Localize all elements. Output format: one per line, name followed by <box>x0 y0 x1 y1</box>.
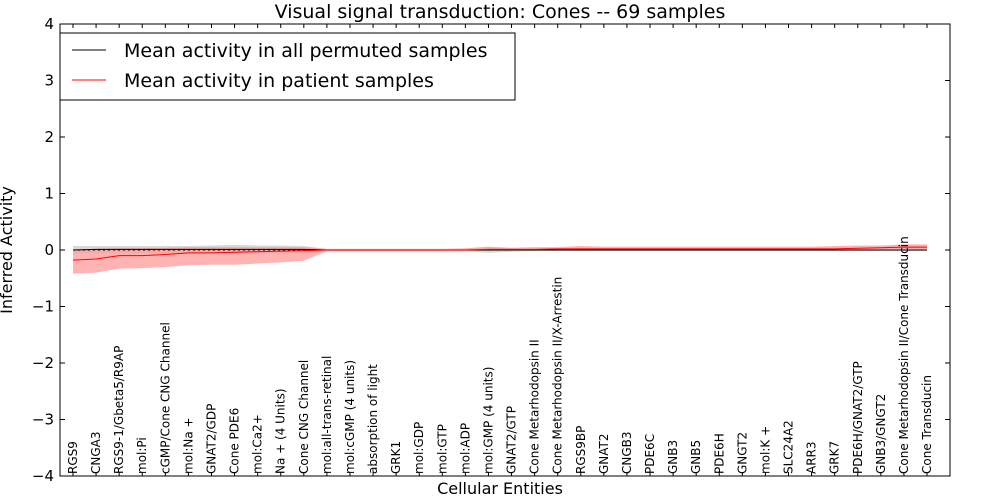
category-label: mol:ADP <box>458 423 472 474</box>
category-label: GNB5 <box>689 440 703 474</box>
category-label: mol:GDP <box>412 422 426 474</box>
category-label: mol:GMP (4 units) <box>481 367 495 474</box>
category-label: mol:GTP <box>435 424 449 474</box>
legend-label-permuted: Mean activity in all permuted samples <box>124 40 487 62</box>
category-label: Cone Metarhodopsin II/X-Arrestin <box>551 277 565 474</box>
category-label: mol:cGMP (4 units) <box>343 360 357 474</box>
category-label: GNB3 <box>666 440 680 474</box>
category-label: RGS9BP <box>574 426 588 474</box>
category-label: Cone Metarhodopsin II/Cone Transducin <box>897 236 911 474</box>
category-label: Cone Transducin <box>920 375 934 474</box>
y-tick-label: −1 <box>32 298 54 316</box>
y-tick-label: 2 <box>44 128 54 146</box>
band-series-1 <box>73 244 927 274</box>
category-label: mol:all-trans-retinal <box>320 356 334 474</box>
category-label: GNAT2/GTP <box>505 406 519 474</box>
category-label: GNAT2 <box>597 433 611 474</box>
line-series-0 <box>72 248 927 251</box>
plot-frame <box>59 23 951 477</box>
category-label: GRK1 <box>389 441 403 474</box>
y-tick-label: 0 <box>44 241 54 259</box>
category-label: Cone CNG Channel <box>297 360 311 474</box>
y-axis-ticks: −4 −3 −2 −1 0 1 2 3 4 <box>32 15 950 485</box>
category-label: ARR3 <box>805 441 819 474</box>
category-label: Cone PDE6 <box>228 408 242 474</box>
category-label: mol:K + <box>758 426 772 474</box>
legend: Mean activity in all permuted samples Me… <box>59 32 516 101</box>
y-tick-label: −4 <box>32 467 54 485</box>
legend-label-patient: Mean activity in patient samples <box>124 70 434 92</box>
category-label: GNGT2 <box>735 432 749 474</box>
category-label: absorption of light <box>366 364 380 474</box>
x-axis-label: Cellular Entities <box>437 479 563 498</box>
category-label: GRK7 <box>828 441 842 474</box>
series-lines <box>72 246 927 261</box>
category-label: mol:Pi <box>135 437 149 474</box>
category-label: GNB3/GNGT2 <box>874 394 888 474</box>
chart-title: Visual signal transduction: Cones -- 69 … <box>275 1 726 23</box>
y-axis-label: Inferred Activity <box>0 186 16 314</box>
category-label: RGS9 <box>66 441 80 474</box>
category-labels: RGS9 CNGA3 RGS9-1/Gbeta5/R9AP mol:Pi cGMP/Co… <box>66 24 934 476</box>
category-label: PDE6C <box>643 434 657 474</box>
y-tick-label: 3 <box>44 72 54 90</box>
category-label: CNGB3 <box>620 431 634 474</box>
category-label: PDE6H/GNAT2/GTP <box>851 361 865 474</box>
legend-box <box>59 32 516 101</box>
category-label: PDE6H <box>712 433 726 474</box>
y-tick-label: 4 <box>44 15 54 33</box>
line-series-1 <box>72 246 927 261</box>
y-tick-label: −3 <box>32 411 54 429</box>
y-tick-label: −2 <box>32 354 54 372</box>
category-label: RGS9-1/Gbeta5/R9AP <box>112 346 126 474</box>
category-label: mol:Ca2+ <box>251 414 265 474</box>
category-label: Cone Metarhodopsin II <box>528 339 542 474</box>
category-label: cGMP/Cone CNG Channel <box>158 322 172 474</box>
category-label: Na + (4 Units) <box>274 388 288 474</box>
category-label: CNGA3 <box>89 432 103 475</box>
category-label: mol:Na + <box>181 417 195 474</box>
category-label: SLC24A2 <box>782 420 796 474</box>
category-label: GNAT2/GDP <box>204 404 218 474</box>
y-tick-label: 1 <box>44 185 54 203</box>
